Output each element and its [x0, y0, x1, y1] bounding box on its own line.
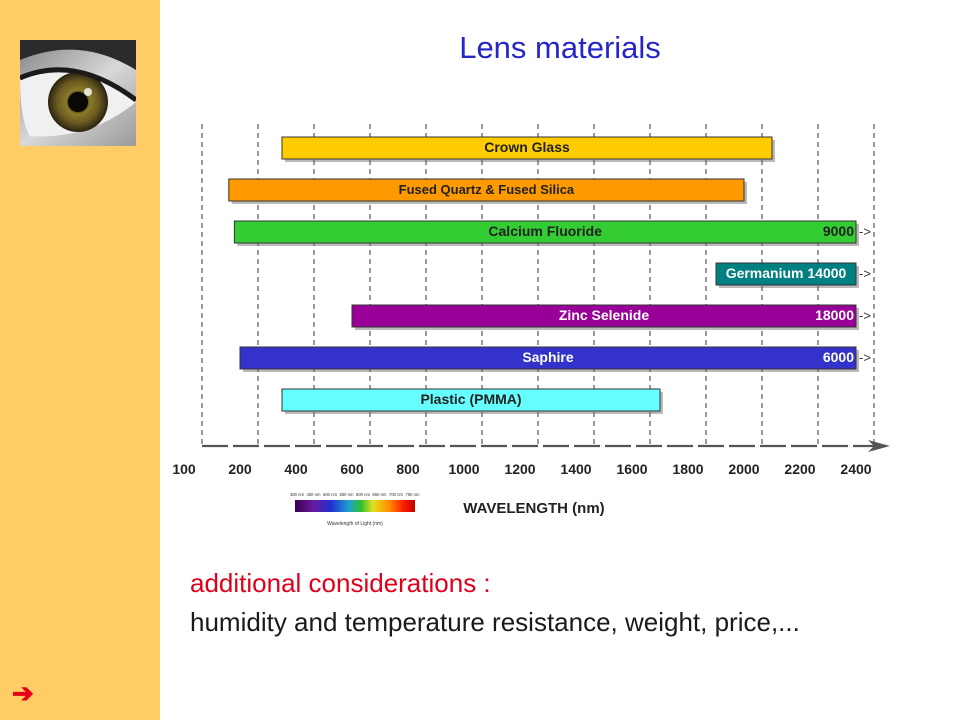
right-arrow-icon[interactable]: ➔ [12, 678, 34, 708]
spectrum-tick-label: 500 nm [323, 492, 337, 497]
continues-arrow-icon: -> [859, 308, 871, 323]
bar-label-0: Crown Glass [484, 139, 570, 155]
axis-arrow-icon [868, 440, 890, 452]
spectrum-tick-label: 600 nm [356, 492, 370, 497]
bar-5 [239, 346, 857, 370]
x-tick-label: 1400 [560, 461, 591, 477]
bar-6 [281, 388, 661, 412]
spectrum-tick-label: 550 nm [340, 492, 354, 497]
x-tick-label: 2400 [840, 461, 871, 477]
x-tick-label: 600 [340, 461, 364, 477]
x-tick-label: 1000 [448, 461, 479, 477]
eye-icon [20, 40, 136, 146]
x-tick-label: 400 [284, 461, 308, 477]
continues-arrow-icon: -> [859, 350, 871, 365]
x-axis-title: WAVELENGTH (nm) [463, 500, 604, 517]
spectrum-tick-label: 700 nm [389, 492, 403, 497]
bar-label-3: Germanium 14000 [726, 265, 847, 281]
spectrum-band [295, 500, 415, 512]
x-tick-label: 1800 [672, 461, 703, 477]
visible-spectrum-inset: 380 nm 450 nm 500 nm 550 nm 600 nm 650 nm 700 … [290, 492, 420, 527]
x-tick-label: 200 [228, 461, 252, 477]
considerations-heading: additional considerations : [190, 568, 491, 598]
bar-label-6: Plastic (PMMA) [420, 391, 521, 407]
x-tick-label: 2200 [784, 461, 815, 477]
bar-label-5: Saphire [522, 349, 574, 365]
bar-label-1: Fused Quartz & Fused Silica [399, 182, 575, 197]
spectrum-tick-label: 380 nm [290, 492, 304, 497]
spectrum-tick-label: 750 nm [406, 492, 420, 497]
slide-title: Lens materials [459, 30, 661, 65]
spectrum-caption: Wavelength of Light (nm) [327, 521, 383, 527]
bar-3 [715, 262, 857, 286]
x-tick-label: 1600 [616, 461, 647, 477]
bar-0 [281, 136, 773, 160]
continues-arrow-icon: -> [859, 266, 871, 281]
x-tick-label: 1200 [504, 461, 535, 477]
lens-materials-chart: Crown Glass Fused Quartz & Fused Silica Ca… [172, 124, 890, 517]
spectrum-tick-label: 650 nm [373, 492, 387, 497]
bar-label-4: Zinc Selenide [559, 307, 649, 323]
continues-arrow-icon: -> [859, 224, 871, 239]
bar-1 [228, 178, 745, 202]
considerations-body: humidity and temperature resistance, wei… [190, 607, 800, 637]
x-tick-label: 100 [172, 461, 196, 477]
spectrum-tick-label: 450 nm [307, 492, 321, 497]
bar-end-value-5: 6000 [823, 349, 854, 365]
bar-4 [351, 304, 857, 328]
bar-2 [233, 220, 857, 244]
x-tick-label: 800 [396, 461, 420, 477]
bar-end-value-2: 9000 [823, 223, 854, 239]
x-tick-label: 2000 [728, 461, 759, 477]
bar-label-2: Calcium Fluoride [488, 223, 602, 239]
bar-end-value-4: 18000 [815, 307, 854, 323]
